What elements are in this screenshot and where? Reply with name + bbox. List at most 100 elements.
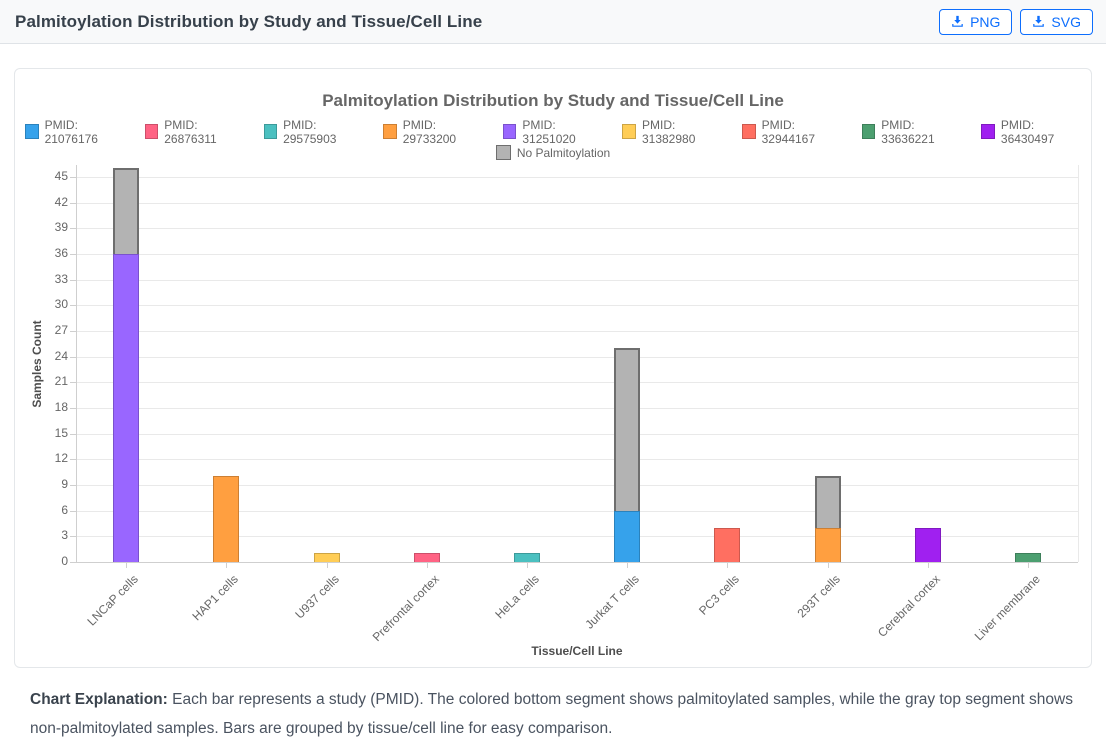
x-axis-line: [76, 562, 1078, 563]
y-axis-tick-label: 45: [54, 168, 68, 183]
chart-card: Palmitoylation Distribution by Study and…: [14, 68, 1092, 668]
plot-right-border: [1078, 165, 1079, 562]
y-axis-tickmark: [70, 228, 76, 230]
legend-swatch: [861, 124, 876, 139]
y-axis-tick-label: 3: [61, 528, 68, 543]
y-axis-tickmark: [70, 279, 76, 281]
legend-label: No Palmitoylation: [516, 145, 611, 160]
legend-row: No Palmitoylation: [15, 142, 1091, 163]
y-axis-tick-label: 21: [54, 374, 68, 389]
legend-swatch: [622, 124, 636, 139]
y-gridline: [76, 305, 1078, 307]
y-axis-tick-label: 39: [54, 220, 68, 235]
y-axis-tick-label: 0: [61, 554, 68, 568]
bar-segment[interactable]: [213, 476, 240, 562]
legend-item[interactable]: PMID: 26876311: [144, 117, 244, 146]
bar-segment[interactable]: [413, 553, 440, 562]
bar-segment[interactable]: [513, 553, 540, 562]
legend-item[interactable]: PMID: 31251020: [502, 117, 603, 146]
y-gridline: [76, 407, 1078, 409]
y-axis-tickmark: [70, 176, 76, 178]
legend-label: PMID: 29575903: [283, 117, 337, 146]
legend-label: PMID: 36430497: [1000, 117, 1055, 146]
legend-item[interactable]: PMID: 29575903: [263, 117, 364, 146]
legend-item[interactable]: PMID: 36430497: [981, 118, 1081, 146]
bar-segment[interactable]: [1014, 553, 1041, 562]
y-gridline: [76, 202, 1078, 204]
bar-segment[interactable]: [814, 476, 841, 528]
y-axis-tickmark: [70, 305, 76, 307]
legend-item[interactable]: PMID: 33636221: [861, 117, 962, 146]
page-header: Palmitoylation Distribution by Study and…: [0, 0, 1106, 44]
y-axis-tickmark: [70, 382, 76, 384]
bar-segment[interactable]: [814, 527, 841, 562]
y-axis-tickmark: [70, 407, 76, 409]
y-gridline: [76, 253, 1078, 255]
y-axis-tickmark: [70, 202, 76, 204]
legend-item[interactable]: No Palmitoylation: [495, 145, 611, 160]
y-axis-line: [76, 165, 77, 562]
y-axis-tick-label: 30: [54, 297, 68, 312]
y-gridline: [76, 176, 1078, 178]
page-title: Palmitoylation Distribution by Study and…: [15, 11, 483, 31]
download-svg-label: SVG: [1051, 13, 1081, 30]
legend-label: PMID: 26876311: [164, 117, 217, 146]
y-axis-tickmark: [70, 536, 76, 538]
download-buttons: PNG SVG: [939, 8, 1093, 35]
legend-swatch: [502, 124, 517, 139]
download-png-button[interactable]: PNG: [939, 8, 1013, 35]
download-svg-button[interactable]: SVG: [1020, 8, 1093, 35]
legend-swatch: [981, 124, 995, 139]
legend-row: PMID: 21076176 PMID: 26876311 PMID: 295759…: [15, 118, 1091, 146]
legend-label: PMID: 31382980: [641, 117, 696, 146]
y-gridline: [76, 228, 1078, 230]
bar-segment[interactable]: [313, 553, 340, 562]
chart-title: Palmitoylation Distribution by Study and…: [322, 91, 784, 110]
y-axis-tick-label: 6: [61, 502, 68, 517]
y-axis-tick-label: 27: [54, 322, 68, 337]
download-png-label: PNG: [970, 13, 1001, 30]
x-axis-tickmark: [627, 562, 629, 568]
bar-segment[interactable]: [614, 348, 641, 511]
y-axis-tick-label: 24: [54, 348, 68, 363]
y-gridline: [76, 433, 1078, 435]
legend-label: PMID: 33636221: [881, 117, 935, 146]
legend-label: PMID: 21076176: [44, 117, 98, 146]
legend-label: PMID: 32944167: [761, 117, 816, 146]
bar-segment[interactable]: [714, 527, 741, 562]
x-axis-tickmark: [927, 562, 929, 568]
legend-item[interactable]: PMID: 32944167: [742, 118, 842, 146]
y-axis-tickmark: [70, 562, 76, 563]
x-axis-tickmark: [226, 562, 228, 568]
explanation-text: Each bar represents a study (PMID). The …: [30, 691, 1073, 737]
legend-swatch: [144, 124, 159, 139]
explanation-label: Chart Explanation:: [30, 691, 168, 708]
x-axis-tickmark: [426, 562, 428, 568]
bar-segment[interactable]: [914, 527, 941, 562]
x-axis-tickmark: [827, 562, 829, 568]
bar-segment[interactable]: [113, 254, 140, 562]
y-gridline: [76, 484, 1078, 486]
y-axis-title: Samples Count: [30, 319, 44, 408]
legend-label: PMID: 31251020: [522, 117, 576, 146]
main-content: Palmitoylation Distribution by Study and…: [0, 44, 1106, 744]
y-axis-tick-label: 9: [61, 476, 68, 491]
legend-swatch: [383, 124, 397, 139]
y-axis-tickmark: [70, 433, 76, 435]
chart-explanation: Chart Explanation: Each bar represents a…: [30, 686, 1076, 743]
legend-item[interactable]: PMID: 21076176: [25, 118, 125, 146]
legend-swatch: [25, 124, 39, 139]
bar-segment[interactable]: [113, 168, 140, 254]
y-gridline: [76, 356, 1078, 358]
x-axis-title: Tissue/Cell Line: [531, 644, 623, 658]
y-axis-tick-label: 18: [54, 399, 68, 414]
legend-item[interactable]: PMID: 29733200: [383, 118, 483, 146]
x-axis-tickmark: [727, 562, 729, 568]
y-axis-tickmark: [70, 484, 76, 486]
y-axis-tickmark: [70, 459, 76, 461]
bar-segment[interactable]: [614, 510, 641, 562]
legend-item[interactable]: PMID: 31382980: [622, 118, 722, 146]
chart-plot-area: 0 3 6 9 12 15 18 21 24 27 30 33 36 39 42 45 LNCaP cells H…: [15, 165, 1093, 665]
x-axis-tickmark: [126, 562, 128, 568]
legend-swatch: [742, 124, 756, 139]
